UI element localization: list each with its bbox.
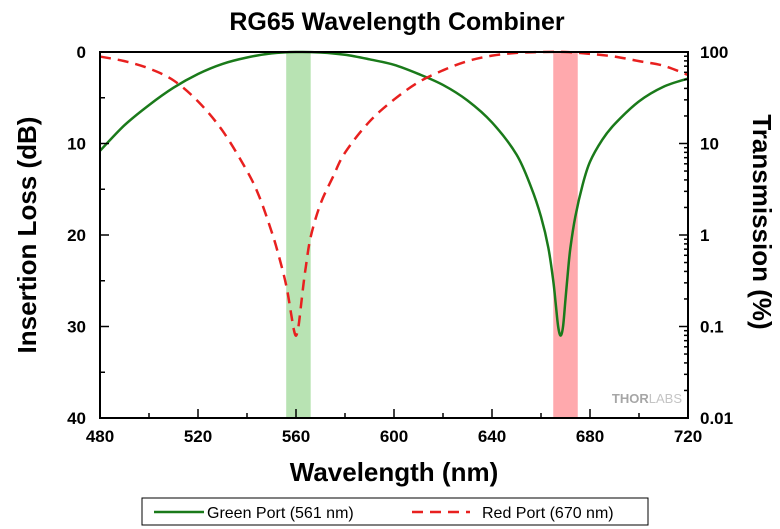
highlight-band-0	[286, 52, 311, 418]
series-line-red-port	[99, 50, 689, 337]
x-axis-title: Wavelength (nm)	[290, 457, 498, 487]
legend-box	[141, 497, 649, 526]
y-left-tick-labels: 0 10 20 30 40	[67, 43, 86, 428]
axis-ticks	[99, 51, 689, 419]
y-left-tick-label: 40	[67, 409, 86, 428]
chart-title: RG65 Wavelength Combiner	[229, 8, 565, 36]
y-right-tick-label: 0.01	[700, 409, 733, 428]
y-right-tick-labels: 100 10 1 0.1 0.01	[700, 43, 733, 428]
y-left-tick-label: 0	[77, 43, 86, 62]
watermark-logo: THORLABS	[612, 391, 682, 406]
y-left-tick-label: 20	[67, 226, 86, 245]
series-layer	[99, 50, 689, 337]
x-tick-label: 680	[576, 427, 604, 446]
y-right-tick-label: 10	[700, 135, 719, 154]
x-tick-label: 640	[478, 427, 506, 446]
x-tick-labels: 480 520 560 600 640 680 720	[86, 427, 702, 446]
watermark-bold: THOR	[612, 391, 649, 406]
legend-label-green-port: Green Port (561 nm)	[207, 505, 354, 522]
legend-label-red-port: Red Port (670 nm)	[482, 505, 614, 522]
watermark-light: LABS	[649, 391, 683, 406]
x-tick-label: 600	[380, 427, 408, 446]
y-right-axis-title: Transmission (%)	[747, 114, 777, 329]
highlight-bands	[286, 52, 578, 418]
x-tick-label: 480	[86, 427, 114, 446]
y-left-tick-label: 10	[67, 135, 86, 154]
x-tick-label: 560	[282, 427, 310, 446]
y-right-tick-label: 1	[700, 226, 709, 245]
highlight-band-1	[553, 52, 578, 418]
x-tick-label: 720	[674, 427, 702, 446]
plot-frame	[99, 51, 689, 419]
y-left-axis-title: Insertion Loss (dB)	[12, 117, 42, 354]
series-line-green-port	[99, 50, 689, 337]
y-right-tick-label: 100	[700, 43, 728, 62]
x-tick-label: 520	[184, 427, 212, 446]
legend: Green Port (561 nm) Red Port (670 nm)	[141, 497, 649, 526]
svg-text:THORLABS: THORLABS	[612, 391, 682, 406]
y-left-tick-label: 30	[67, 318, 86, 337]
y-right-tick-label: 0.1	[700, 318, 724, 337]
